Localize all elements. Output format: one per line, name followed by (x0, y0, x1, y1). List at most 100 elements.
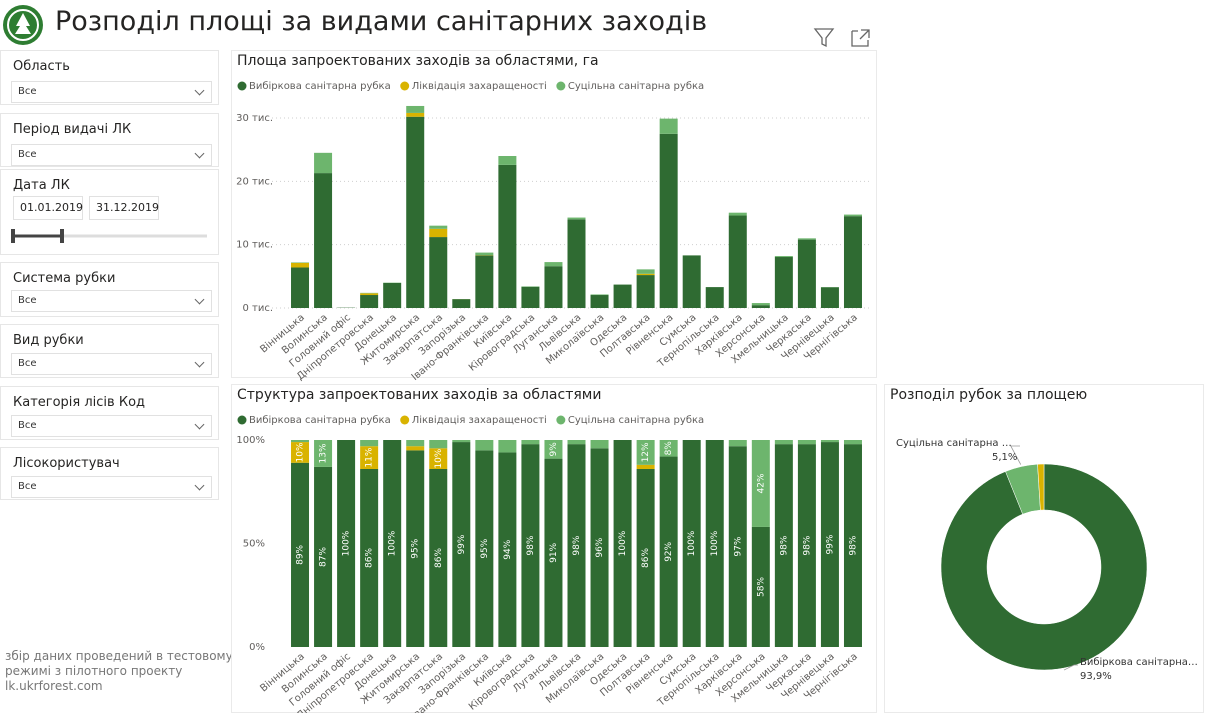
bar-segment (659, 118, 678, 134)
bar-segment (774, 444, 793, 647)
bar-segment (751, 303, 770, 306)
legend-marker (400, 415, 410, 425)
data-label: 98% (526, 535, 536, 555)
bar-segment (728, 446, 747, 647)
bar-segment (314, 466, 333, 647)
bar-segment (475, 450, 494, 647)
bar-segment (406, 440, 425, 447)
bar-segment (291, 267, 310, 308)
bar-segment (820, 287, 839, 308)
bar-segment (682, 255, 701, 308)
filter-panel: Лісокористувач Все (0, 447, 219, 500)
filter-panel: Категорія лісів Код Все (0, 386, 219, 440)
bar-segment (567, 444, 586, 647)
bar-segment (820, 442, 839, 647)
date-to[interactable]: 31.12.2019 (89, 196, 159, 220)
data-label: 87% (319, 547, 329, 567)
date-slider[interactable] (9, 228, 211, 244)
donut-slice (940, 463, 1148, 671)
legend-label: Вибіркова санітарна рубка (249, 80, 391, 92)
bar-segment (567, 440, 586, 445)
data-label: 100% (687, 530, 697, 556)
bar-segment (705, 287, 724, 308)
data-label: 8% (664, 441, 674, 456)
bar-segment (498, 452, 517, 647)
bar-segment (360, 440, 379, 447)
bar-segment (636, 468, 655, 647)
dropdown[interactable]: Все (11, 290, 212, 312)
bar-segment (590, 294, 609, 296)
dropdown[interactable]: Все (11, 144, 212, 166)
bar-segment (383, 440, 402, 647)
legend-marker (400, 81, 410, 91)
dropdown[interactable]: Все (11, 81, 212, 103)
data-label: 99% (457, 534, 467, 554)
bar-segment (590, 440, 609, 449)
footer-note: збір даних проведений в тестовому режимі… (5, 649, 233, 694)
bar-segment (521, 286, 540, 308)
data-label: 100% (342, 530, 352, 556)
bar-segment (429, 225, 448, 229)
dropdown[interactable]: Все (11, 476, 212, 498)
bar-segment (659, 133, 678, 308)
chart-title: Площа запроектованих заходів за областям… (237, 53, 599, 69)
legend-label: Вибіркова санітарна рубка (249, 414, 391, 426)
bar-segment (498, 164, 517, 308)
bar-segment (774, 440, 793, 445)
slice-value: 5,1% (992, 452, 1018, 463)
data-label: 99% (825, 534, 835, 554)
chart-title: Розподіл рубок за площею (890, 387, 1087, 403)
logo (3, 5, 43, 45)
bar-segment (567, 219, 586, 308)
y-tick-label: 100% (236, 435, 265, 446)
bar-segment (544, 266, 563, 308)
dropdown[interactable]: Все (11, 353, 212, 375)
data-label: 95% (480, 538, 490, 558)
chart-title: Структура запроектованих заходів за обла… (237, 387, 601, 403)
data-label: 97% (733, 536, 743, 556)
dropdown[interactable]: Все (11, 415, 212, 437)
slice-value: 93,9% (1080, 671, 1112, 682)
bar-segment (613, 284, 632, 308)
bar-segment (843, 214, 862, 217)
bar-segment (498, 440, 517, 453)
filter-panel: Область Все (0, 50, 219, 105)
bar-segment (544, 440, 563, 459)
date-from[interactable]: 01.01.2019 (13, 196, 83, 220)
legend-marker (556, 415, 566, 425)
bar-segment (383, 282, 402, 308)
bar-segment (843, 444, 862, 647)
y-tick-label: 50% (243, 539, 265, 550)
legend-label: Суцільна санітарна рубка (568, 80, 704, 92)
page-title: Розподіл площі за видами санітарних захо… (55, 6, 708, 37)
bar-segment (751, 440, 770, 527)
data-label: 86% (641, 548, 651, 568)
bar-segment (291, 462, 310, 647)
bar-segment (360, 293, 379, 296)
bar-segment (337, 440, 356, 647)
slice-label: Вибіркова санітарна ру... (1080, 657, 1198, 668)
bar-segment (360, 446, 379, 469)
y-tick-label: 0 тис. (242, 303, 273, 314)
bar-segment (636, 269, 655, 274)
donut-slice (1037, 463, 1045, 511)
bar-segment (590, 295, 609, 308)
legend-marker (237, 415, 247, 425)
bar-segment (429, 468, 448, 647)
bar-segment (728, 440, 747, 447)
data-label: 42% (756, 473, 766, 493)
filter-label: Дата ЛК (13, 178, 70, 193)
data-label: 13% (319, 443, 329, 463)
data-label: 89% (296, 544, 306, 564)
bar-segment (774, 256, 793, 258)
bar-segment (452, 442, 471, 647)
visual-icons[interactable] (812, 26, 872, 50)
bar-segment (291, 262, 310, 268)
legend-label: Суцільна санітарна рубка (568, 414, 704, 426)
legend-label: Ліквідація захаращеності (412, 80, 547, 92)
data-label: 98% (802, 535, 812, 555)
legend-marker (237, 81, 247, 91)
bar-segment (291, 442, 310, 463)
data-label: 100% (388, 530, 398, 556)
